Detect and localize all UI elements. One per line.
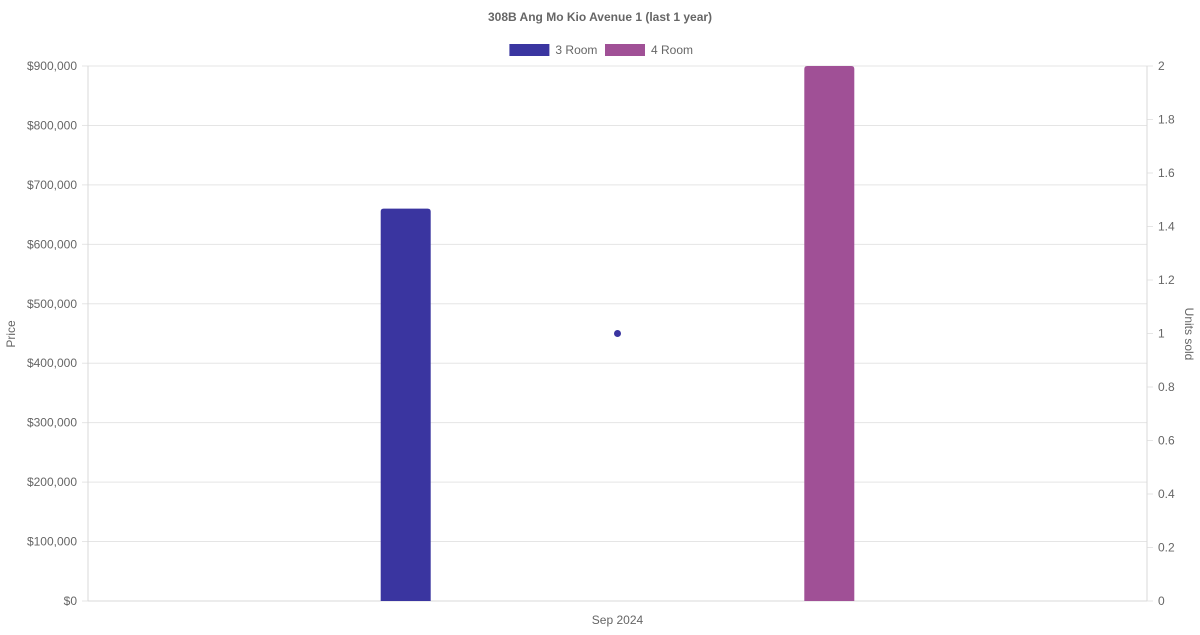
chart-title: 308B Ang Mo Kio Avenue 1 (last 1 year) xyxy=(488,10,712,24)
legend-item-3-room[interactable]: 3 Room xyxy=(509,43,597,57)
y-axis-title: Price xyxy=(4,320,18,348)
x-tick-label: Sep 2024 xyxy=(592,613,644,627)
y-axis-ticks: $0 $100,000 $200,000 $300,000 $400,000 $500,0… xyxy=(27,59,77,608)
y2-tick-label: 1.2 xyxy=(1158,273,1175,287)
bar-3-room[interactable] xyxy=(380,208,431,601)
y-tick-label: $900,000 xyxy=(27,59,77,73)
y2-tick-label: 0.4 xyxy=(1158,487,1175,501)
y2-tick-label: 2 xyxy=(1158,59,1165,73)
legend-swatch xyxy=(605,44,645,56)
y-tick-label: $300,000 xyxy=(27,416,77,430)
units-sold-point[interactable] xyxy=(614,330,621,337)
bar-4-room[interactable] xyxy=(804,66,855,601)
y-tick-label: $200,000 xyxy=(27,475,77,489)
y2-tick-label: 0.8 xyxy=(1158,380,1175,394)
x-axis-ticks: Sep 2024 xyxy=(592,613,644,627)
y2-tick-label: 0 xyxy=(1158,594,1165,608)
y-tick-label: $500,000 xyxy=(27,297,77,311)
legend-label: 4 Room xyxy=(651,43,693,57)
y2-tick-label: 1.4 xyxy=(1158,220,1175,234)
y-tick-label: $400,000 xyxy=(27,356,77,370)
points xyxy=(614,330,621,337)
legend-item-4-room[interactable]: 4 Room xyxy=(605,43,693,57)
y2-tick-label: 1.6 xyxy=(1158,166,1175,180)
y2-tick-label: 1 xyxy=(1158,327,1165,341)
y-tick-label: $0 xyxy=(64,594,78,608)
legend-swatch xyxy=(509,44,550,56)
legend-label: 3 Room xyxy=(555,43,597,57)
y-tick-label: $100,000 xyxy=(27,535,77,549)
legend[interactable]: 3 Room 4 Room xyxy=(509,43,693,57)
y-tick-label: $700,000 xyxy=(27,178,77,192)
grid xyxy=(82,65,1153,602)
y2-axis-ticks: 0 0.2 0.4 0.6 0.8 1 1.2 1.4 1.6 1.8 2 xyxy=(1158,59,1175,608)
y-tick-label: $800,000 xyxy=(27,118,77,132)
y2-tick-label: 1.8 xyxy=(1158,113,1175,127)
y-tick-label: $600,000 xyxy=(27,237,77,251)
y2-axis-title: Units sold xyxy=(1182,308,1196,361)
bars xyxy=(380,66,855,601)
y2-tick-label: 0.6 xyxy=(1158,434,1175,448)
y2-tick-label: 0.2 xyxy=(1158,541,1175,555)
